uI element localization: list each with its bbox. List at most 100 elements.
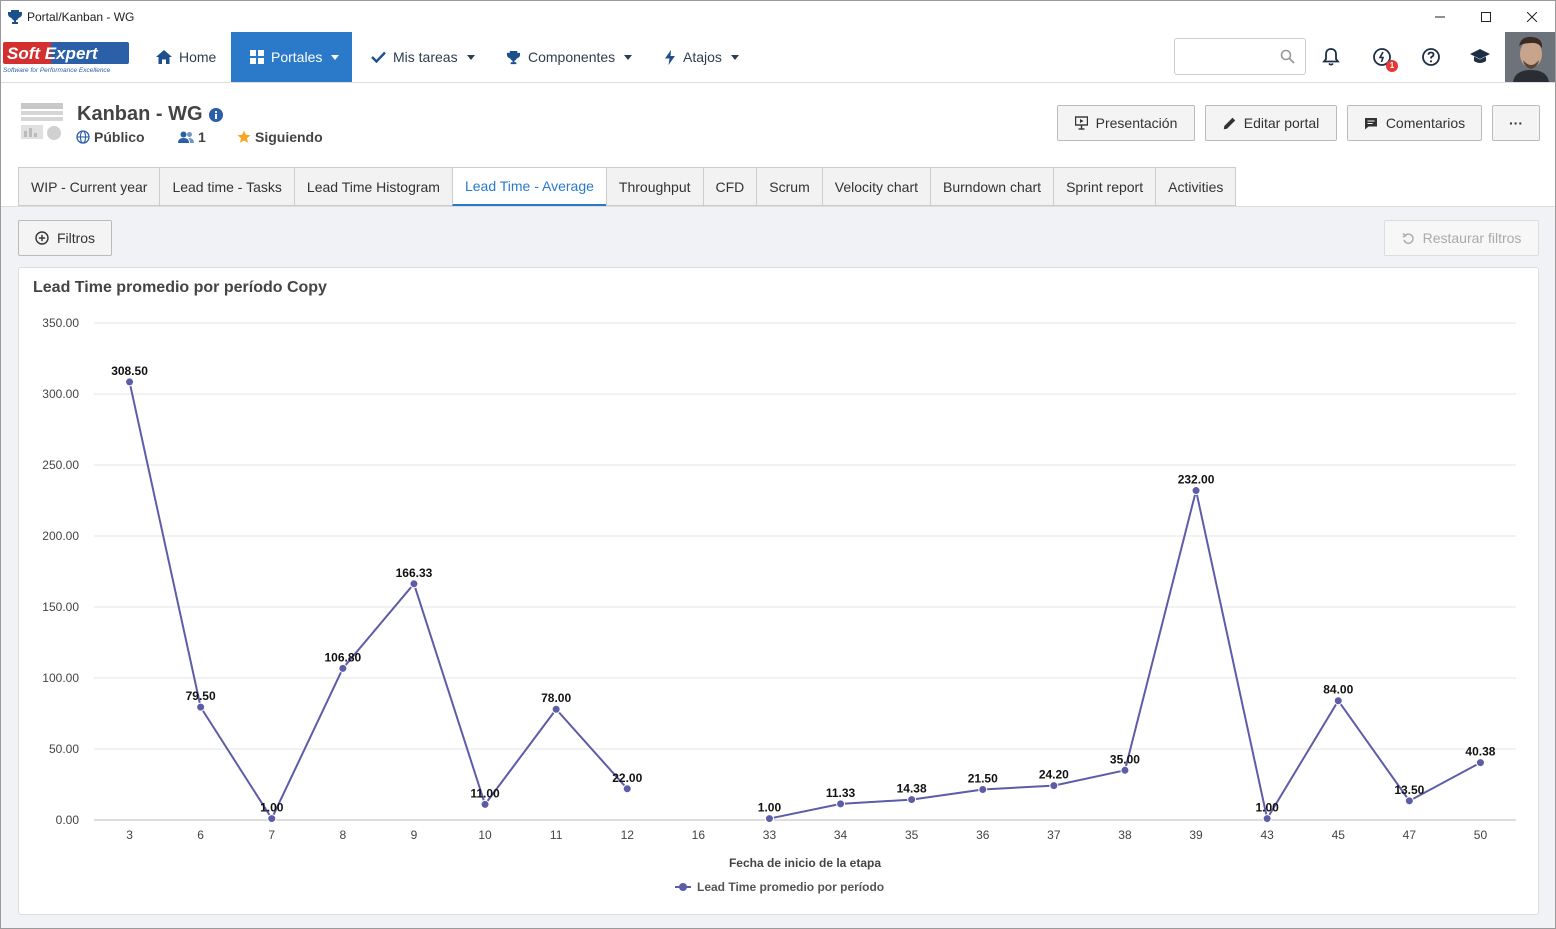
x-tick-label: 3 (126, 828, 133, 842)
content-area: Filtros Restaurar filtros Lead Time prom… (1, 206, 1555, 928)
data-point (764, 814, 774, 824)
notification-badge: 1 (1386, 60, 1398, 72)
chart-card: Lead Time promedio por período Copy 0.00… (18, 267, 1539, 915)
x-tick-label: 34 (834, 828, 848, 842)
help-button[interactable] (1419, 45, 1443, 69)
nav-mis-tareas[interactable]: Mis tareas (371, 32, 475, 82)
maximize-icon (1481, 11, 1491, 22)
close-icon (1527, 11, 1537, 22)
more-options-label: ··· (1509, 115, 1523, 131)
tab-lead-time-average[interactable]: Lead Time - Average (451, 167, 606, 206)
more-options-button[interactable]: ··· (1492, 105, 1540, 141)
x-tick-label: 35 (905, 828, 919, 842)
home-icon (156, 50, 172, 64)
data-point (125, 377, 135, 387)
data-point (1049, 781, 1059, 791)
data-point (1475, 758, 1485, 768)
help-icon (1422, 48, 1440, 66)
filters-button[interactable]: Filtros (18, 220, 112, 256)
x-tick-label: 47 (1403, 828, 1417, 842)
search-icon[interactable] (1280, 49, 1295, 64)
nav-componentes-label: Componentes (528, 49, 616, 65)
data-label: 22.00 (612, 771, 642, 785)
nav-atajos-label: Atajos (683, 49, 722, 65)
data-label: 84.00 (1323, 683, 1353, 697)
restore-filters-button[interactable]: Restaurar filtros (1384, 220, 1539, 256)
nav-portales[interactable]: Portales (231, 32, 352, 82)
data-point (338, 663, 348, 673)
user-avatar[interactable] (1505, 32, 1555, 82)
tab-lead-time-histogram[interactable]: Lead Time Histogram (293, 167, 452, 206)
data-label: 1.00 (758, 801, 782, 815)
restore-filters-label: Restaurar filtros (1422, 230, 1522, 246)
x-axis-label: Fecha de inicio de la etapa (729, 856, 881, 870)
edit-portal-button[interactable]: Editar portal (1205, 105, 1337, 141)
data-label: 35.00 (1110, 752, 1140, 766)
members-count[interactable]: 1 (178, 129, 206, 145)
data-point (196, 702, 206, 712)
tab-lead-time-tasks[interactable]: Lead time - Tasks (159, 167, 294, 206)
bell-icon (1322, 48, 1340, 66)
learning-button[interactable] (1468, 45, 1492, 69)
x-tick-label: 16 (692, 828, 706, 842)
tab-velocity-chart[interactable]: Velocity chart (821, 167, 931, 206)
notifications-button[interactable] (1319, 45, 1343, 69)
line-chart: 0.00 50.00 100.00 150.00 200.00 250.00 300.00 3… (42, 316, 1516, 894)
tab-cfd[interactable]: CFD (702, 167, 757, 206)
tab-wip-current-year[interactable]: WIP - Current year (18, 167, 160, 206)
x-tick-label: 10 (478, 828, 492, 842)
info-icon[interactable] (209, 108, 223, 122)
search-input[interactable] (1175, 39, 1275, 74)
tab-burndown-chart[interactable]: Burndown chart (930, 167, 1054, 206)
x-tick-label: 9 (411, 828, 418, 842)
tasks-alert-button[interactable]: 1 (1370, 45, 1398, 72)
y-tick-label: 250.00 (42, 458, 79, 472)
edit-portal-label: Editar portal (1243, 115, 1320, 131)
comments-button[interactable]: Comentarios (1347, 105, 1482, 141)
trophy-icon (506, 50, 521, 64)
chevron-down-icon (730, 54, 739, 60)
data-point (409, 579, 419, 589)
data-point (1333, 696, 1343, 706)
pencil-icon (1223, 117, 1235, 129)
minimize-button[interactable] (1417, 1, 1463, 32)
nav-componentes[interactable]: Componentes (506, 32, 633, 82)
softexpert-logo[interactable]: Soft Expert Software for Performance Exc… (3, 40, 131, 74)
x-tick-label: 8 (340, 828, 347, 842)
tab-sprint-report[interactable]: Sprint report (1053, 167, 1156, 206)
tab-throughput[interactable]: Throughput (605, 167, 703, 206)
minimize-icon (1435, 16, 1445, 17)
nav-atajos[interactable]: Atajos (664, 32, 739, 82)
tab-scrum[interactable]: Scrum (756, 167, 822, 206)
data-label: 78.00 (541, 691, 571, 705)
x-tick-label: 45 (1332, 828, 1346, 842)
data-label: 11.33 (826, 786, 856, 800)
x-tick-label: 11 (550, 828, 563, 842)
logo-icon: Soft Expert Software for Performance Exc… (3, 42, 129, 74)
data-point (907, 795, 917, 805)
following-label: Siguiendo (255, 129, 323, 145)
legend-marker (679, 883, 687, 891)
chevron-down-icon (624, 54, 633, 60)
close-window-button[interactable] (1509, 1, 1555, 32)
data-label: 21.50 (968, 771, 998, 785)
maximize-button[interactable] (1463, 1, 1509, 32)
tab-bar: WIP - Current year Lead time - Tasks Lead … (18, 167, 1237, 206)
data-label: 308.50 (111, 364, 148, 378)
data-point (1120, 765, 1130, 775)
check-icon (371, 51, 386, 63)
data-label: 40.38 (1465, 745, 1495, 759)
y-tick-label: 200.00 (42, 529, 79, 543)
tab-activities[interactable]: Activities (1155, 167, 1237, 206)
graduation-cap-icon (1470, 49, 1490, 63)
data-label: 1.00 (1255, 801, 1279, 815)
presentation-button[interactable]: Presentación (1057, 105, 1195, 141)
nav-home-label: Home (179, 49, 217, 65)
series-line (128, 381, 628, 821)
nav-home[interactable]: Home (156, 32, 216, 82)
members-label: 1 (198, 129, 206, 145)
y-tick-label: 300.00 (42, 387, 79, 401)
follow-status[interactable]: Siguiendo (237, 129, 323, 145)
data-label: 106.80 (324, 650, 361, 664)
filters-label: Filtros (56, 230, 96, 246)
